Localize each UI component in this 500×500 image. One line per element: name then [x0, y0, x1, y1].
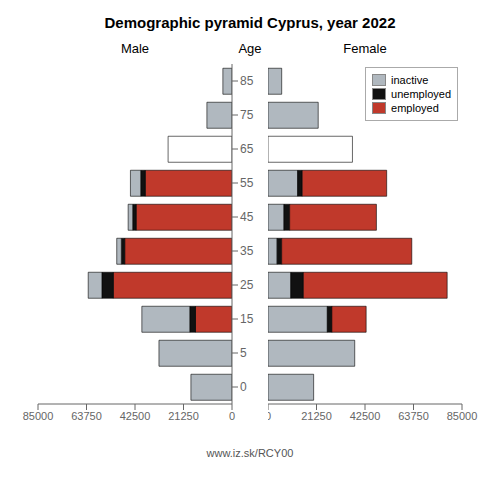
- svg-text:0: 0: [240, 380, 247, 394]
- svg-text:85000: 85000: [23, 410, 54, 422]
- svg-text:63750: 63750: [398, 410, 429, 422]
- svg-text:55: 55: [240, 176, 254, 190]
- svg-text:42500: 42500: [120, 410, 151, 422]
- svg-text:25: 25: [240, 278, 254, 292]
- svg-text:21250: 21250: [301, 410, 332, 422]
- svg-text:15: 15: [240, 312, 254, 326]
- svg-text:5: 5: [240, 346, 247, 360]
- svg-text:0: 0: [229, 410, 235, 422]
- svg-text:45: 45: [240, 210, 254, 224]
- html-text:employed: employed: [391, 102, 439, 114]
- svg-text:85: 85: [240, 74, 254, 88]
- svg-text:21250: 21250: [168, 410, 199, 422]
- html-text:Male: Male: [120, 41, 150, 56]
- html-text:inactive: inactive: [391, 74, 429, 86]
- svg-text:35: 35: [240, 244, 254, 258]
- html-text:unemployed: unemployed: [391, 88, 451, 100]
- html-text:Demographic pyramid Cyprus, ye: Demographic pyramid Cyprus, year 2022: [104, 14, 396, 31]
- svg-text:42500: 42500: [350, 410, 381, 422]
- svg-text:65: 65: [240, 142, 254, 156]
- html-text:www.iz.sk/RCY00: www.iz.sk/RCY00: [206, 447, 294, 459]
- html-text:Age: Age: [238, 41, 262, 56]
- svg-text:85000: 85000: [447, 410, 478, 422]
- svg-text:0: 0: [268, 410, 271, 422]
- html-text:Female: Female: [343, 41, 387, 56]
- svg-text:63750: 63750: [71, 410, 102, 422]
- svg-text:75: 75: [240, 108, 254, 122]
